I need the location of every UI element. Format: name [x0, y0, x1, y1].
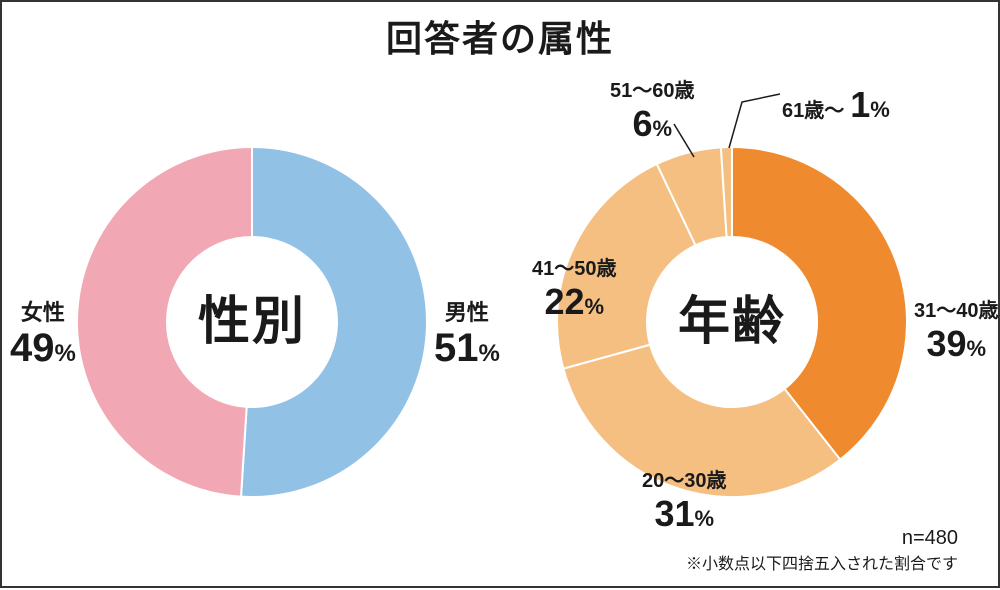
gender-slice-label: 男性51% [434, 300, 500, 371]
age-slice-label: 51〜60歳6% [610, 80, 695, 144]
gender-center-label: 性別 [167, 296, 337, 348]
rounding-note: ※小数点以下四捨五入された割合です [686, 550, 958, 574]
age-slice [721, 147, 732, 237]
age-center-label: 年齢 [647, 296, 817, 348]
age-slice [657, 147, 727, 245]
age-leader [729, 94, 780, 148]
sample-size: n=480 [902, 527, 958, 550]
gender-slice-label: 女性49% [10, 300, 76, 371]
page-title: 回答者の属性 [2, 10, 998, 62]
age-slice-label: 31〜40歳39% [914, 300, 999, 364]
age-slice-label: 41〜50歳22% [532, 258, 617, 322]
age-slice-label: 20〜30歳31% [642, 470, 727, 534]
age-slice-label: 61歳〜1% [782, 84, 890, 125]
